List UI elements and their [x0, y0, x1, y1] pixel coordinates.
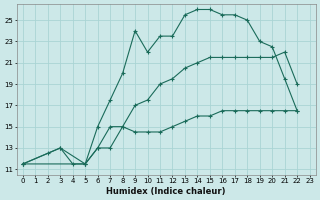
X-axis label: Humidex (Indice chaleur): Humidex (Indice chaleur) [107, 187, 226, 196]
